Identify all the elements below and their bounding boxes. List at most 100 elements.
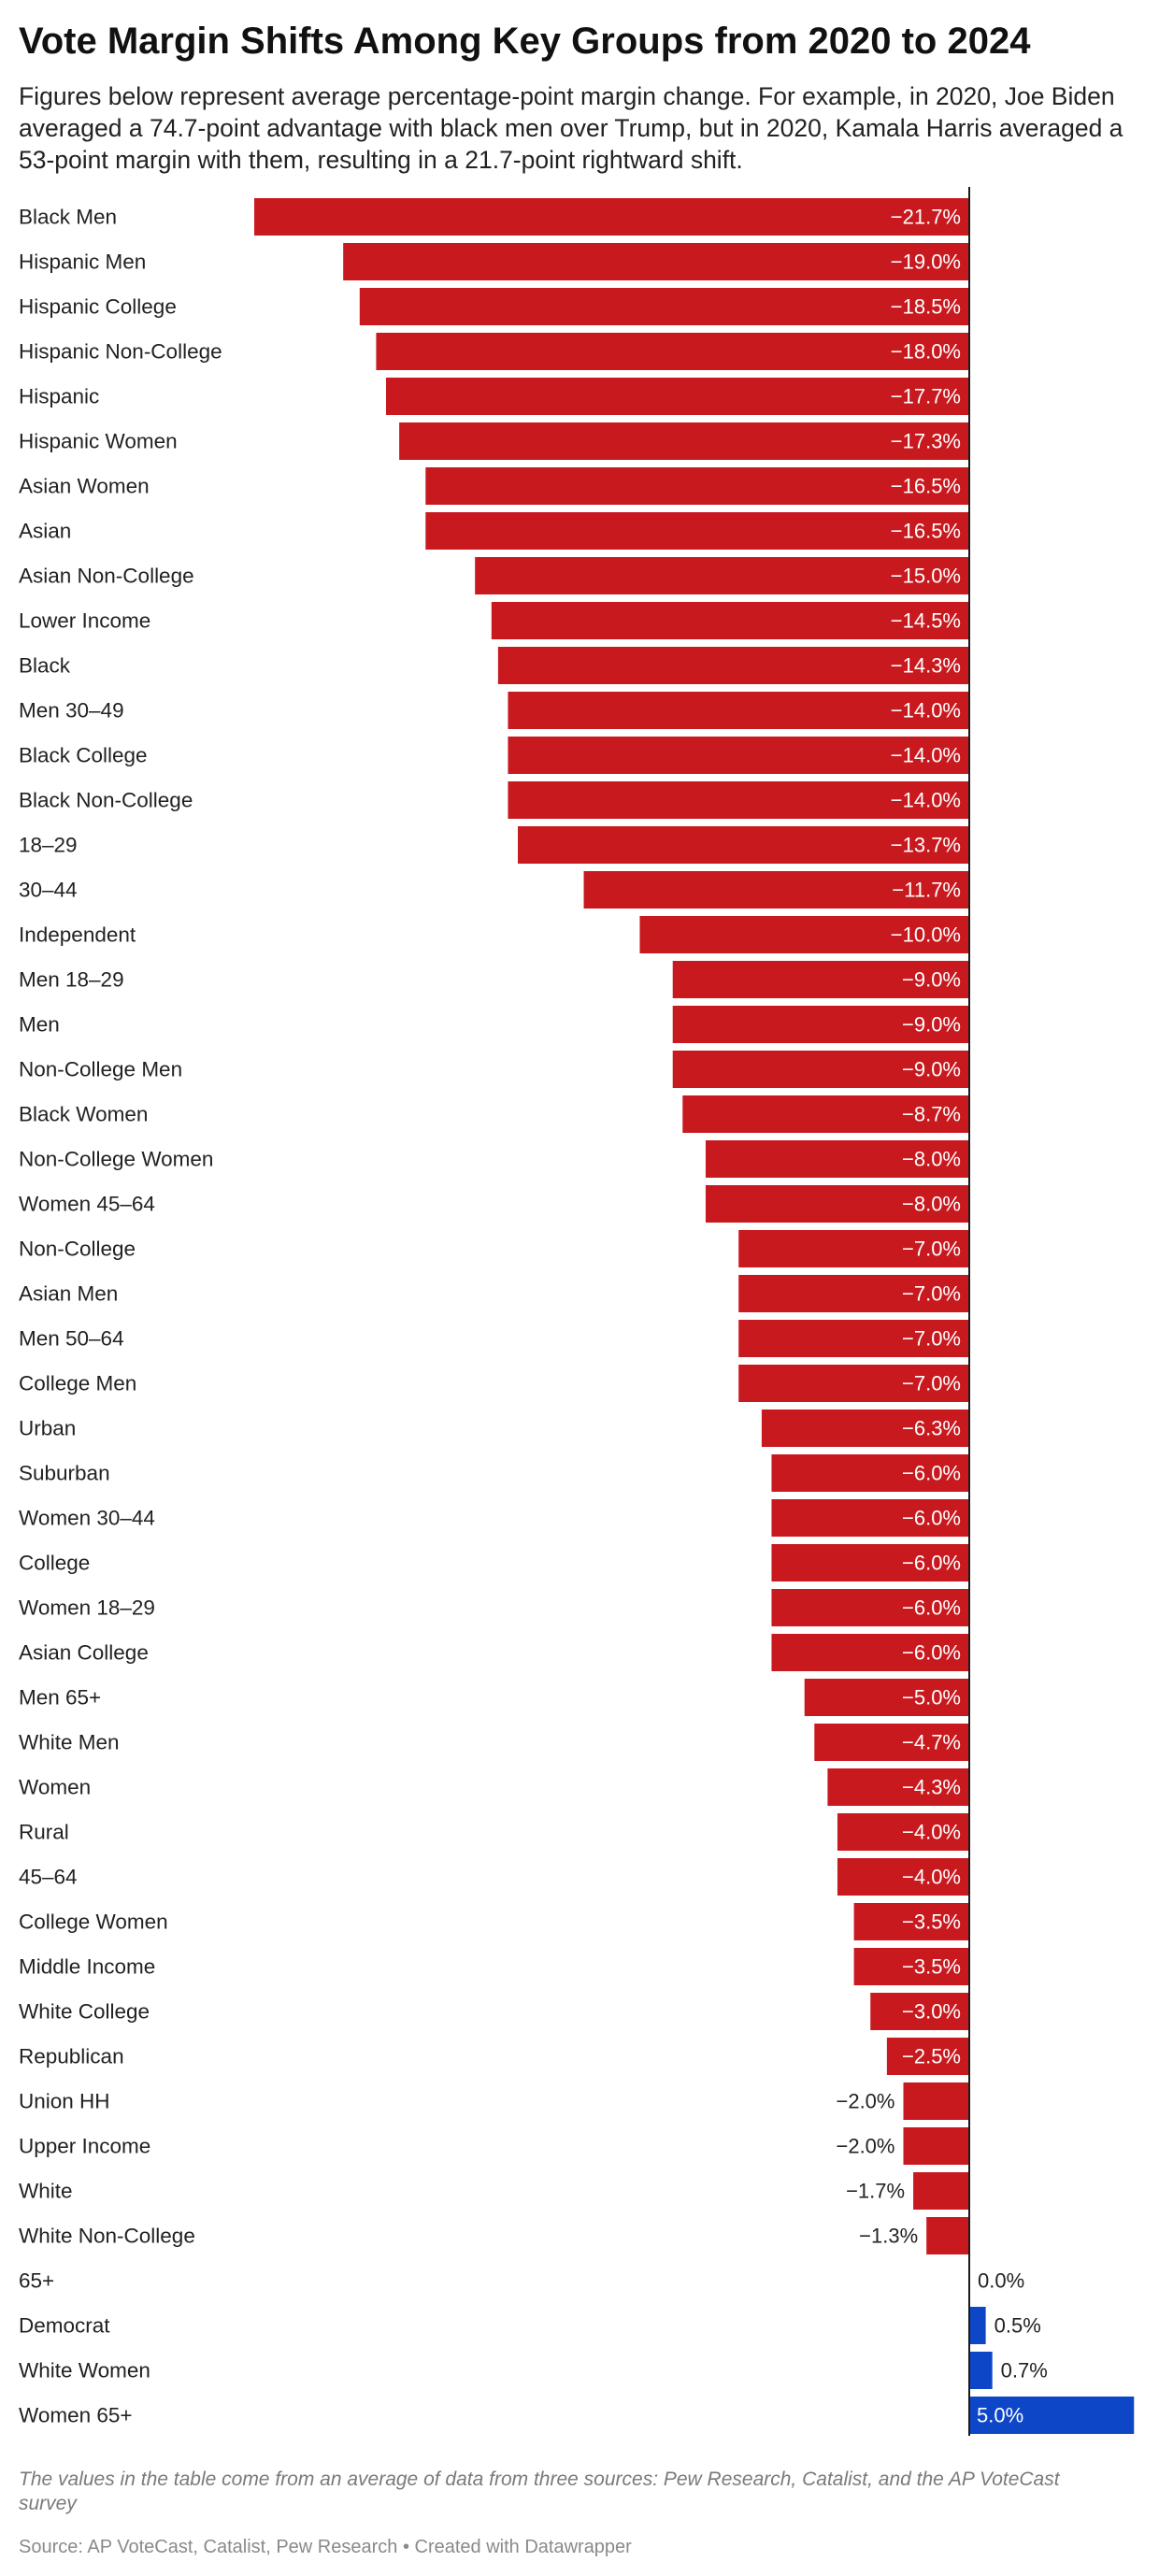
category-label: Non-College Women bbox=[19, 1148, 213, 1171]
value-label: −10.0% bbox=[891, 923, 961, 947]
value-label: −1.7% bbox=[846, 2180, 905, 2203]
value-label: −9.0% bbox=[902, 1013, 961, 1037]
bar bbox=[969, 2397, 1135, 2434]
category-label: White College bbox=[19, 2000, 150, 2024]
value-label: −14.0% bbox=[891, 789, 961, 812]
value-label: −17.7% bbox=[891, 385, 961, 408]
category-label: Urban bbox=[19, 1417, 76, 1440]
value-label: −14.0% bbox=[891, 744, 961, 767]
bar bbox=[827, 1768, 969, 1806]
category-label: Black bbox=[19, 654, 71, 678]
value-label: −6.0% bbox=[902, 1641, 961, 1665]
bar bbox=[425, 512, 969, 550]
bar bbox=[254, 198, 969, 236]
bar bbox=[386, 378, 970, 415]
category-label: Black Non-College bbox=[19, 789, 193, 812]
bar bbox=[738, 1365, 969, 1402]
bar bbox=[672, 1006, 969, 1043]
category-label: Men 65+ bbox=[19, 1686, 101, 1710]
category-label: Women 18–29 bbox=[19, 1596, 155, 1620]
value-label: −2.0% bbox=[836, 2135, 894, 2158]
value-label: −6.0% bbox=[902, 1507, 961, 1530]
value-label: −4.7% bbox=[902, 1731, 961, 1754]
value-label: −8.0% bbox=[902, 1193, 961, 1216]
category-label: Men 50–64 bbox=[19, 1327, 124, 1351]
category-label: Non-College bbox=[19, 1238, 136, 1261]
value-label: −21.7% bbox=[891, 206, 961, 229]
bar bbox=[886, 2038, 969, 2075]
value-label: −4.0% bbox=[902, 1866, 961, 1889]
category-label: 45–64 bbox=[19, 1866, 78, 1889]
category-label: Hispanic Women bbox=[19, 430, 178, 453]
category-label: Non-College Men bbox=[19, 1058, 182, 1081]
category-label: Suburban bbox=[19, 1462, 110, 1485]
value-label: −2.5% bbox=[902, 2045, 961, 2068]
category-label: Middle Income bbox=[19, 1955, 155, 1979]
category-label: White Non-College bbox=[19, 2225, 195, 2248]
value-label: −13.7% bbox=[891, 834, 961, 857]
bar bbox=[491, 602, 969, 639]
value-label: −17.3% bbox=[891, 430, 961, 453]
category-label: Black College bbox=[19, 744, 148, 767]
value-label: −4.0% bbox=[902, 1821, 961, 1844]
value-label: −5.0% bbox=[902, 1686, 961, 1710]
category-label: Black Men bbox=[19, 206, 117, 229]
category-label: Republican bbox=[19, 2045, 124, 2068]
category-label: College bbox=[19, 1552, 90, 1575]
category-label: White bbox=[19, 2180, 73, 2203]
value-label: −11.7% bbox=[892, 879, 961, 902]
value-label: −14.0% bbox=[891, 699, 961, 723]
category-label: Union HH bbox=[19, 2090, 110, 2113]
bar bbox=[639, 916, 969, 953]
value-label: −7.0% bbox=[902, 1327, 961, 1351]
bar bbox=[518, 826, 969, 864]
chart-title: Vote Margin Shifts Among Key Groups from… bbox=[19, 21, 1031, 62]
bar bbox=[672, 961, 969, 998]
bar bbox=[926, 2217, 969, 2254]
value-label: −4.3% bbox=[902, 1776, 961, 1799]
value-label: −3.5% bbox=[902, 1911, 961, 1934]
bar bbox=[837, 1813, 969, 1851]
bar bbox=[837, 1858, 969, 1896]
value-label: −14.5% bbox=[891, 609, 961, 633]
bar bbox=[913, 2172, 969, 2210]
value-label: −7.0% bbox=[902, 1372, 961, 1395]
category-label: College Men bbox=[19, 1372, 136, 1395]
bar bbox=[853, 1948, 969, 1985]
bar bbox=[583, 871, 969, 909]
bar bbox=[508, 737, 969, 774]
category-label: Women 65+ bbox=[19, 2404, 133, 2427]
bar bbox=[682, 1095, 969, 1133]
value-label: 0.5% bbox=[994, 2314, 1041, 2338]
value-label: −3.0% bbox=[902, 2000, 961, 2024]
bar bbox=[738, 1230, 969, 1267]
bar bbox=[761, 1410, 969, 1447]
bar bbox=[672, 1051, 969, 1088]
category-label: Men 30–49 bbox=[19, 699, 124, 723]
value-label: −18.5% bbox=[891, 295, 961, 319]
bar bbox=[771, 1544, 969, 1581]
category-label: Rural bbox=[19, 1821, 69, 1844]
bar bbox=[508, 781, 969, 819]
bar bbox=[705, 1140, 969, 1178]
category-label: Women bbox=[19, 1776, 91, 1799]
bar-chart: Black Men −21.7% Hispanic Men −19.0% Hispani… bbox=[19, 187, 1135, 2436]
category-label: Hispanic College bbox=[19, 295, 177, 319]
bar bbox=[870, 1993, 969, 2030]
category-label: Lower Income bbox=[19, 609, 150, 633]
bar bbox=[903, 2082, 969, 2120]
bar bbox=[804, 1679, 969, 1716]
value-label: −9.0% bbox=[902, 968, 961, 992]
bar bbox=[359, 288, 970, 325]
category-label: Asian Men bbox=[19, 1282, 118, 1306]
chart-notes: The values in the table come from an ave… bbox=[19, 2469, 1060, 2514]
value-label: −7.0% bbox=[902, 1282, 961, 1306]
value-label: −9.0% bbox=[902, 1058, 961, 1081]
category-label: College Women bbox=[19, 1911, 168, 1934]
category-label: Black Women bbox=[19, 1103, 148, 1126]
value-label: −8.7% bbox=[902, 1103, 961, 1126]
value-label: −6.3% bbox=[902, 1417, 961, 1440]
category-label: Women 30–44 bbox=[19, 1507, 155, 1530]
category-label: Men bbox=[19, 1013, 60, 1037]
value-label: −6.0% bbox=[902, 1596, 961, 1620]
